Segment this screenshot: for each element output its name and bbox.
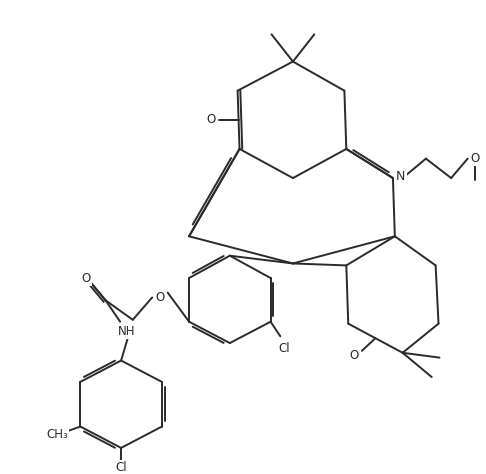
Text: O: O (471, 152, 480, 165)
Text: CH₃: CH₃ (46, 428, 68, 441)
Text: NH: NH (118, 325, 136, 338)
Text: O: O (349, 349, 359, 362)
Text: O: O (82, 272, 91, 284)
Text: N: N (396, 170, 405, 182)
Text: Cl: Cl (115, 461, 127, 474)
Text: O: O (207, 113, 216, 126)
Text: Cl: Cl (278, 342, 290, 356)
Text: O: O (156, 291, 165, 304)
